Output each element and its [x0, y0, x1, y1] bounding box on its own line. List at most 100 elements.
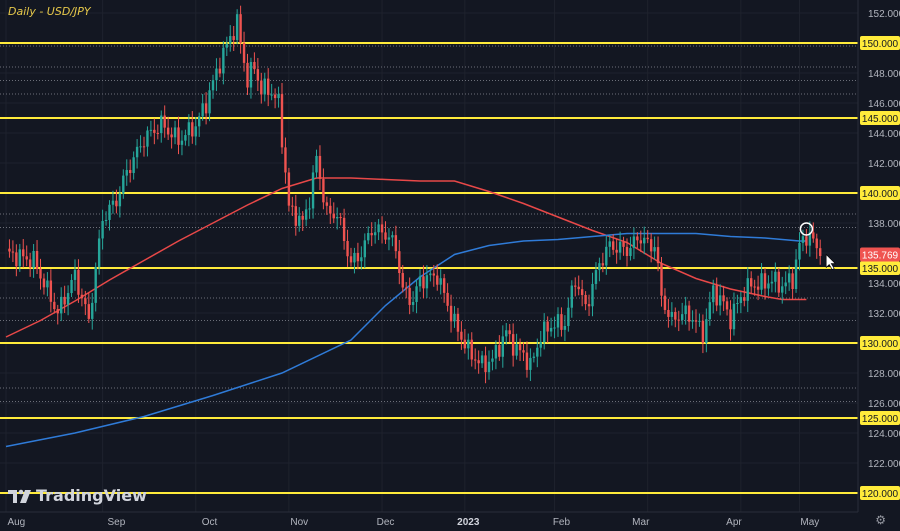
- candle-body: [170, 134, 173, 138]
- candle-body: [615, 249, 618, 253]
- candle-body: [56, 309, 59, 314]
- candle-body: [649, 239, 653, 252]
- candle-body: [532, 356, 536, 358]
- candle-body: [501, 336, 504, 357]
- level-badge: [860, 411, 900, 425]
- candle-body: [104, 219, 108, 221]
- candle-body: [32, 250, 35, 268]
- candle-body: [801, 236, 805, 243]
- candle-body: [646, 237, 649, 240]
- y-tick-label: 148.000: [868, 69, 900, 80]
- candle-body: [819, 248, 822, 256]
- candle-body: [815, 238, 818, 249]
- candle-body: [746, 278, 749, 301]
- candle-body: [215, 68, 218, 81]
- candle-body: [653, 247, 656, 252]
- gear-icon[interactable]: ⚙: [875, 513, 886, 527]
- candle-body: [332, 213, 335, 219]
- candle-body: [460, 331, 463, 340]
- candle-body: [249, 61, 253, 88]
- grid-lines: [0, 0, 858, 512]
- candle-body: [515, 344, 518, 356]
- y-tick-label: 134.000: [868, 279, 900, 290]
- candle-body: [498, 345, 501, 357]
- candle-body: [353, 252, 356, 263]
- level-badge-label: 150.000: [862, 39, 899, 50]
- candle-body: [643, 237, 646, 244]
- chart-title: Daily - USD/JPY: [8, 5, 91, 18]
- level-badge: [860, 36, 900, 50]
- candle-body: [587, 304, 591, 307]
- candle-body: [446, 292, 449, 306]
- candle-body: [718, 295, 722, 306]
- candle-body: [118, 193, 122, 207]
- candle-body: [453, 313, 456, 322]
- y-tick-label: 124.000: [868, 429, 900, 440]
- candle-body: [163, 115, 166, 128]
- candle-body: [722, 295, 725, 302]
- candle-body: [242, 42, 246, 63]
- candle-body: [129, 170, 132, 174]
- candle-body: [511, 334, 515, 356]
- candle-body: [311, 172, 315, 209]
- candle-body: [122, 175, 125, 194]
- candle-body: [553, 327, 556, 329]
- candle-body: [667, 309, 670, 317]
- time-axis[interactable]: [0, 512, 900, 531]
- tradingview-brand: TradingView: [36, 486, 147, 505]
- candle-body: [97, 238, 101, 268]
- y-tick-label: 144.000: [868, 129, 900, 140]
- candle-body: [73, 269, 77, 280]
- candle-body: [28, 259, 32, 268]
- candle-body: [598, 263, 601, 271]
- candle-body: [270, 94, 273, 96]
- candle-body: [487, 361, 491, 373]
- candle-body: [184, 135, 187, 141]
- candle-body: [770, 281, 774, 284]
- candle-body: [322, 178, 325, 203]
- candle-body: [367, 233, 370, 241]
- candle-body: [411, 301, 415, 305]
- dotted-levels: [0, 45, 858, 402]
- candle-body: [556, 314, 560, 328]
- candle-body: [715, 285, 718, 306]
- candle-body: [18, 249, 21, 267]
- candle-body: [753, 286, 756, 288]
- candle-body: [418, 276, 422, 287]
- candle-body: [712, 285, 715, 303]
- candle-body: [477, 360, 480, 364]
- candle-body: [584, 294, 587, 305]
- candle-body: [691, 320, 694, 322]
- candle-body: [622, 241, 625, 247]
- candle-body: [415, 286, 418, 302]
- candle-body: [15, 252, 18, 267]
- candle-body: [42, 278, 46, 288]
- y-tick-label: 146.000: [868, 99, 900, 110]
- candle-body: [422, 276, 425, 289]
- candles: [8, 5, 822, 384]
- candle-body: [318, 155, 322, 179]
- candle-body: [563, 326, 567, 330]
- candle-body: [173, 127, 177, 138]
- candle-body: [684, 305, 687, 315]
- current-price-badge: [860, 247, 900, 262]
- x-tick-label: 2023: [457, 517, 480, 528]
- candle-body: [629, 248, 632, 257]
- candle-body: [39, 268, 42, 279]
- candle-body: [187, 122, 191, 136]
- candle-body: [156, 132, 159, 134]
- candle-body: [166, 127, 170, 135]
- y-tick-label: 152.000: [868, 9, 900, 20]
- candle-body: [522, 350, 525, 353]
- candle-body: [508, 330, 511, 335]
- candle-body: [442, 278, 446, 293]
- candle-body: [115, 200, 118, 207]
- candle-body: [253, 61, 256, 70]
- candle-body: [256, 69, 260, 81]
- candle-body: [701, 320, 705, 343]
- level-badge-label: 145.000: [862, 114, 899, 125]
- candle-body: [349, 256, 353, 263]
- moving-average-line: [5, 177, 807, 338]
- candle-body: [135, 146, 139, 158]
